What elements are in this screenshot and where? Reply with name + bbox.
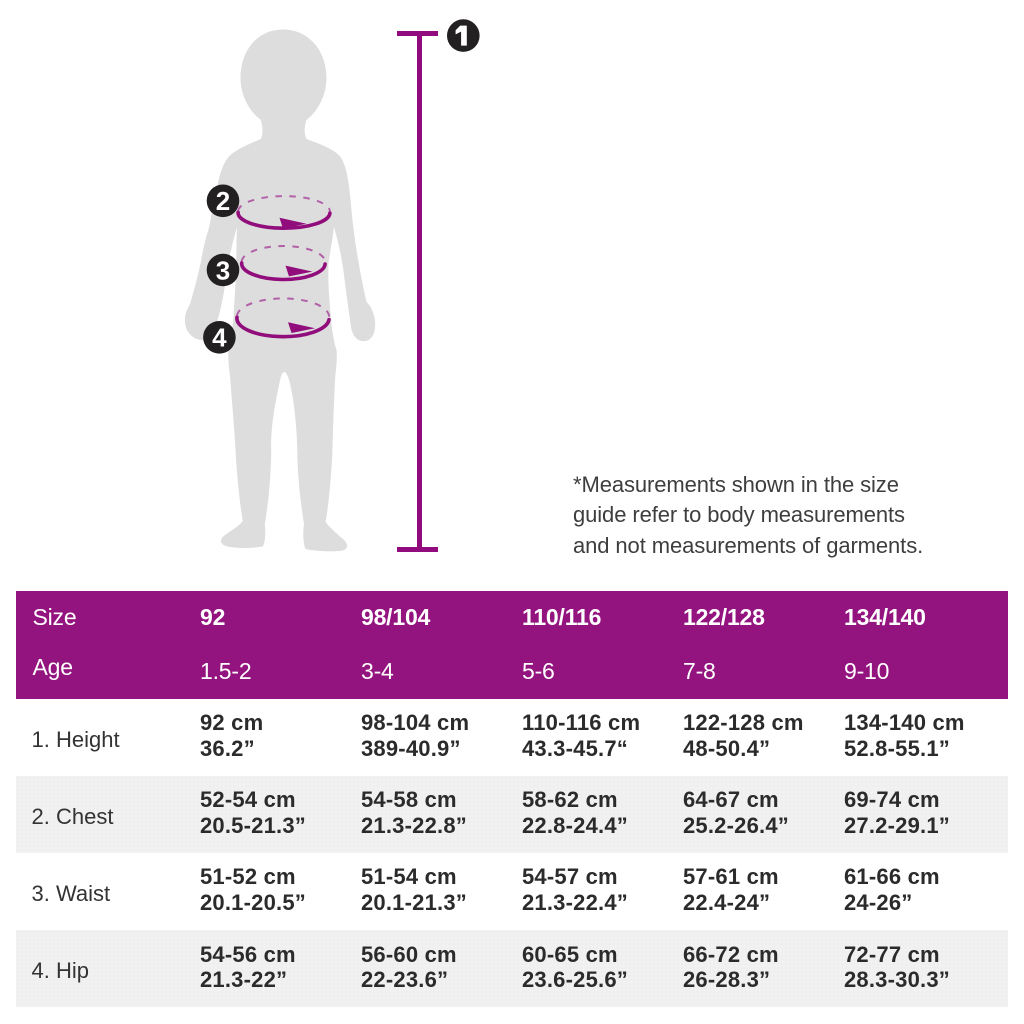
- svg-text:4: 4: [212, 323, 227, 353]
- svg-text:2: 2: [216, 186, 230, 216]
- svg-text:3: 3: [216, 255, 230, 285]
